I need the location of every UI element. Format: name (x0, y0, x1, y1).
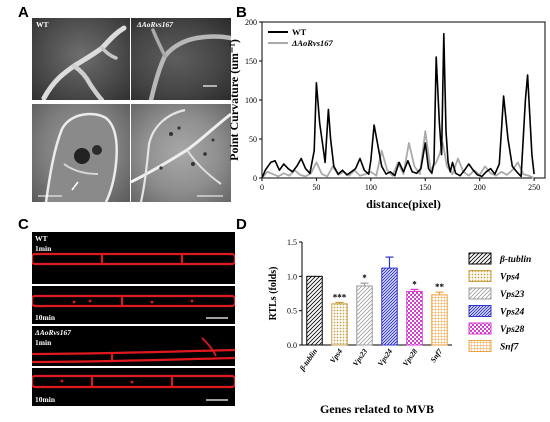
panel-d-label: D (236, 216, 247, 233)
sem-wt-label: WT (36, 20, 49, 29)
mutant-hypha-shape (148, 28, 231, 100)
fluorescence-mutant-1min: ΔAoRvs167 1min (32, 326, 235, 366)
legend-swatch (468, 270, 492, 282)
y-tick-label: 0 (253, 174, 257, 183)
y-tick-label: 1.0 (287, 272, 297, 281)
significance-mark: *** (333, 292, 347, 302)
significance-mark: * (412, 279, 417, 289)
y-tick-label: 150 (245, 57, 257, 66)
x-tick-label: Vps4 (328, 347, 344, 365)
x-axis-title: distance(pixel) (366, 197, 441, 211)
fluorescence-wt-1min: WT 1min (32, 232, 235, 284)
x-tick-label: β-tublin (297, 347, 319, 373)
bar-Vps24 (381, 267, 398, 346)
x-tick-label: 250 (528, 183, 540, 192)
x-tick-label: Vps24 (376, 347, 395, 368)
tem-mutant-cell (131, 108, 231, 202)
legend-swatch (468, 287, 492, 300)
time-label-1min: 1min (35, 244, 52, 253)
fluorescence-wt-10min: 10min (32, 286, 235, 324)
panel-a-label: A (18, 4, 29, 21)
y-tick-label: 100 (245, 96, 257, 105)
time-label-10min: 10min (35, 313, 56, 322)
x-axis-title: Genes related to MVB (320, 402, 434, 416)
bar-Vps23 (356, 285, 373, 346)
legend-swatch (468, 305, 492, 317)
significance-mark: * (362, 273, 367, 283)
legend-swatch (468, 252, 492, 265)
legend-label: WT (292, 27, 307, 37)
legend-label: Vps28 (500, 325, 525, 335)
bar-β-tublin (306, 275, 323, 346)
mutant-hypha-1min (32, 337, 235, 364)
legend-swatch (468, 340, 492, 352)
x-tick-label: 0 (260, 183, 264, 192)
x-tick-label: Vps28 (401, 347, 420, 368)
y-tick-label: 0.5 (287, 307, 297, 316)
x-tick-label: 100 (365, 183, 377, 192)
legend-label: Vps24 (500, 308, 525, 318)
legend-label: β-tublin (499, 255, 531, 265)
legend-swatch (468, 322, 492, 335)
mutant-time-label-10min: 10min (35, 395, 56, 404)
legend-label: Vps23 (500, 290, 525, 300)
sem-wt-image: WT (32, 18, 130, 100)
mutant-label: ΔAoRvs167 (35, 328, 71, 337)
tem-wt-image (32, 104, 130, 202)
mutant-time-label-1min: 1min (35, 338, 52, 347)
legend-label: ΔAoRvs167 (291, 38, 333, 48)
legend-label: Snf7 (500, 343, 520, 353)
bar-Snf7 (431, 294, 448, 346)
bar-Vps28 (406, 290, 423, 346)
x-tick-label: 150 (419, 183, 431, 192)
y-axis-title: RTLs (folds) (268, 267, 279, 321)
legend-label: Vps4 (500, 273, 520, 283)
fluorescence-mutant-10min: 10min (32, 368, 235, 406)
series-line-mutant (261, 130, 535, 179)
wt-hypha-1min (32, 252, 235, 266)
y-tick-label: 0.0 (287, 341, 297, 350)
x-tick-label: Snf7 (428, 347, 444, 364)
significance-mark: ** (435, 282, 445, 292)
series-line-wt (261, 32, 535, 179)
x-tick-label: Vps23 (351, 347, 370, 368)
tem-mutant-image (131, 104, 231, 202)
mutant-hypha-10min (32, 374, 235, 401)
x-tick-label: 200 (474, 183, 486, 192)
panel-c-label: C (18, 216, 29, 233)
panel-b-label: B (236, 4, 247, 21)
plot-frame (261, 21, 546, 179)
sem-mutant-label: ΔAoRvs167 (137, 20, 173, 29)
wt-label: WT (35, 234, 48, 243)
hypha-branch-shape (41, 25, 127, 100)
x-tick-label: 50 (312, 183, 320, 192)
bar-Vps4 (331, 303, 348, 346)
y-tick-label: 1.5 (287, 238, 297, 247)
sem-mutant-image: ΔAoRvs167 (131, 18, 231, 100)
wt-hypha-10min (32, 294, 235, 319)
y-tick-label: 50 (249, 135, 257, 144)
tem-wt-cell (38, 112, 118, 202)
